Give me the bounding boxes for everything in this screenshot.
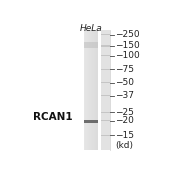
Text: −15: −15 — [115, 131, 134, 140]
Bar — [101, 135, 110, 136]
Text: −37: −37 — [115, 91, 134, 100]
Bar — [86, 30, 87, 150]
Bar — [101, 69, 110, 70]
Bar — [101, 55, 110, 56]
Text: RCAN1: RCAN1 — [33, 112, 73, 122]
Bar — [95, 30, 96, 150]
Text: −150: −150 — [115, 41, 140, 50]
Bar — [101, 45, 110, 47]
Bar — [84, 120, 98, 123]
Text: (kd): (kd) — [115, 141, 133, 150]
Bar — [101, 30, 110, 150]
Bar — [91, 30, 92, 150]
Bar — [96, 30, 97, 150]
Bar — [93, 30, 94, 150]
Text: −50: −50 — [115, 78, 134, 87]
Bar — [84, 30, 98, 150]
Bar — [94, 30, 95, 150]
Text: −25: −25 — [115, 108, 134, 117]
Bar — [92, 30, 93, 150]
Bar — [97, 30, 98, 150]
Text: −250: −250 — [115, 30, 140, 39]
Bar — [84, 42, 98, 48]
Bar — [101, 112, 110, 113]
Bar — [101, 82, 110, 83]
Text: −100: −100 — [115, 51, 140, 60]
Bar — [89, 30, 90, 150]
Bar — [101, 95, 110, 96]
Text: HeLa: HeLa — [80, 24, 102, 33]
Text: −20: −20 — [115, 116, 134, 125]
Bar — [88, 30, 89, 150]
Bar — [85, 30, 86, 150]
Bar — [84, 30, 85, 150]
Bar — [101, 120, 110, 121]
Bar — [87, 30, 88, 150]
Bar — [101, 34, 110, 35]
Text: −75: −75 — [115, 65, 134, 74]
Bar — [90, 30, 91, 150]
